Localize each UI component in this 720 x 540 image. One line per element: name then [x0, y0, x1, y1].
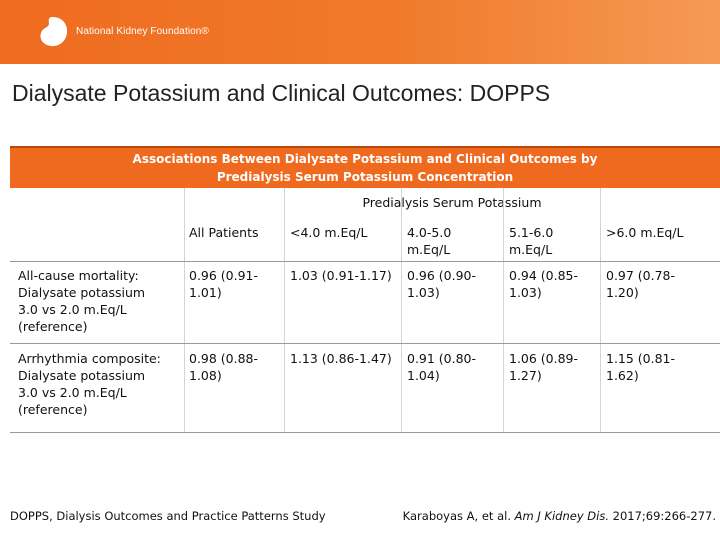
- row-label-line: 3.0 vs 2.0 m.Eq/L: [18, 302, 127, 317]
- citation-authors: Karaboyas A, et al.: [402, 509, 515, 523]
- row-label-line: Dialysate potassium: [18, 285, 146, 300]
- cell-line: 0.98 (0.88-: [189, 351, 259, 366]
- cell-line: 1.20): [606, 285, 639, 300]
- slide-title: Dialysate Potassium and Clinical Outcome…: [12, 80, 551, 106]
- table-cell: 1.15 (0.81- 1.62): [606, 350, 675, 384]
- caption-top-rule: [10, 146, 720, 148]
- table-cell: 0.91 (0.80- 1.04): [407, 350, 476, 384]
- table-caption-line1: Associations Between Dialysate Potassium…: [132, 152, 598, 166]
- cell-line: 1.27): [509, 368, 542, 383]
- table-cell: 0.96 (0.90- 1.03): [407, 267, 476, 301]
- column-divider: [600, 188, 601, 433]
- cell-line: 1.08): [189, 368, 222, 383]
- study-footnote: DOPPS, Dialysis Outcomes and Practice Pa…: [10, 509, 326, 523]
- row-divider: [10, 261, 720, 262]
- column-header-line: m.Eq/L: [509, 242, 553, 257]
- header-banner: National Kidney Foundation®: [0, 0, 720, 64]
- row-label-line: Dialysate potassium: [18, 368, 146, 383]
- table-caption: Associations Between Dialysate Potassium…: [10, 146, 720, 188]
- row-label-all-cause-mortality: All-cause mortality: Dialysate potassium…: [18, 267, 145, 335]
- table-cell: 0.96 (0.91- 1.01): [189, 267, 258, 301]
- cell-line: 0.96 (0.91-: [189, 268, 259, 283]
- row-divider: [10, 343, 720, 344]
- citation: Karaboyas A, et al. Am J Kidney Dis. 201…: [403, 509, 716, 523]
- column-header-line: <4.0 m.Eq/L: [290, 225, 368, 240]
- column-header-all-patients: All Patients: [189, 224, 259, 241]
- table-cell: 1.06 (0.89- 1.27): [509, 350, 578, 384]
- column-header-line: >6.0 m.Eq/L: [606, 225, 684, 240]
- table-cell: 0.97 (0.78- 1.20): [606, 267, 675, 301]
- column-divider: [284, 188, 285, 433]
- cell-line: 1.03 (0.91-1.17): [290, 268, 392, 283]
- column-header-lt4: <4.0 m.Eq/L: [290, 224, 367, 241]
- column-header-gt6: >6.0 m.Eq/L: [606, 224, 683, 241]
- cell-line: 1.13 (0.86-1.47): [290, 351, 392, 366]
- column-divider: [184, 188, 185, 433]
- cell-line: 0.97 (0.78-: [606, 268, 676, 283]
- group-header: Predialysis Serum Potassium: [362, 195, 542, 210]
- table-bottom-rule: [10, 432, 720, 433]
- column-header-line: All Patients: [189, 225, 259, 240]
- row-label-arrhythmia-composite: Arrhythmia composite: Dialysate potassiu…: [18, 350, 161, 418]
- row-label-line: (reference): [18, 319, 88, 334]
- table-cell: 1.13 (0.86-1.47): [290, 350, 392, 367]
- cell-line: 0.96 (0.90-: [407, 268, 477, 283]
- brand-name: National Kidney Foundation®: [76, 26, 209, 37]
- citation-journal: Am J Kidney Dis.: [514, 509, 609, 523]
- row-label-line: Arrhythmia composite:: [18, 351, 161, 366]
- column-header-line: 5.1-6.0: [509, 225, 554, 240]
- column-header-5-6: 5.1-6.0 m.Eq/L: [509, 224, 553, 258]
- cell-line: 1.03): [407, 285, 440, 300]
- row-label-line: All-cause mortality:: [18, 268, 139, 283]
- column-divider: [503, 188, 504, 433]
- row-label-line: (reference): [18, 402, 88, 417]
- citation-details: 2017;69:266-277.: [608, 509, 716, 523]
- column-divider: [401, 188, 402, 433]
- column-header-4-5: 4.0-5.0 m.Eq/L: [407, 224, 451, 258]
- table-cell: 1.03 (0.91-1.17): [290, 267, 392, 284]
- table-caption-line2: Predialysis Serum Potassium Concentratio…: [216, 170, 514, 184]
- cell-line: 1.03): [509, 285, 542, 300]
- cell-line: 1.62): [606, 368, 639, 383]
- cell-line: 1.01): [189, 285, 222, 300]
- cell-line: 0.91 (0.80-: [407, 351, 477, 366]
- column-header-line: m.Eq/L: [407, 242, 451, 257]
- row-label-line: 3.0 vs 2.0 m.Eq/L: [18, 385, 127, 400]
- cell-line: 0.94 (0.85-: [509, 268, 579, 283]
- cell-line: 1.04): [407, 368, 440, 383]
- column-header-line: 4.0-5.0: [407, 225, 452, 240]
- table-cell: 0.94 (0.85- 1.03): [509, 267, 578, 301]
- table-cell: 0.98 (0.88- 1.08): [189, 350, 258, 384]
- kidney-logo-icon: [40, 17, 68, 47]
- cell-line: 1.06 (0.89-: [509, 351, 579, 366]
- cell-line: 1.15 (0.81-: [606, 351, 676, 366]
